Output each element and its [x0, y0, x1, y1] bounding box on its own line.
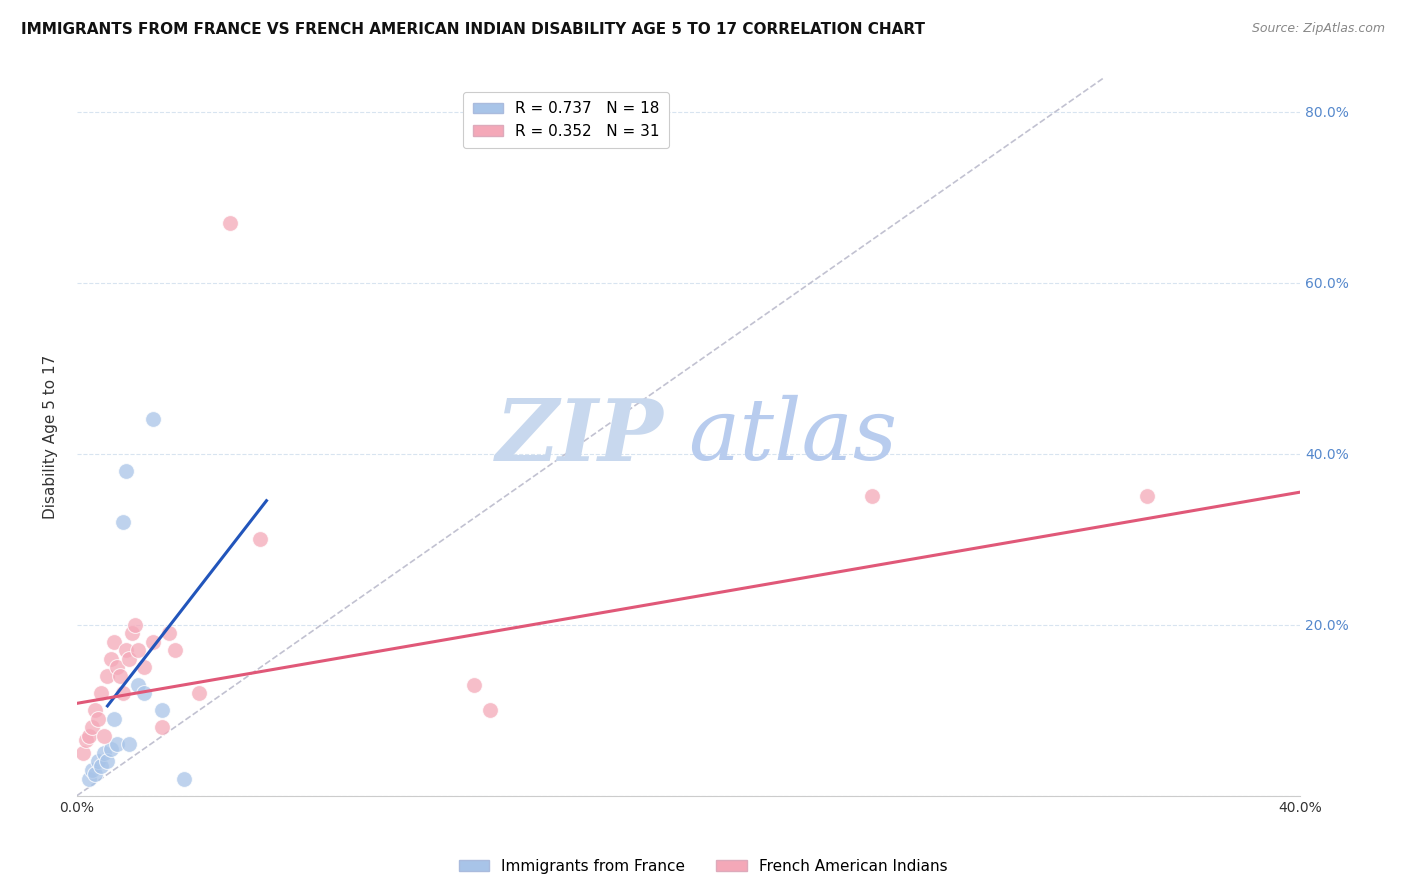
Point — [84, 703, 107, 717]
Point — [218, 216, 240, 230]
Point — [118, 738, 141, 752]
Text: atlas: atlas — [689, 395, 897, 478]
Point — [77, 729, 100, 743]
Point — [173, 772, 195, 786]
Point — [105, 738, 128, 752]
Text: ZIP: ZIP — [496, 395, 664, 478]
Point — [121, 626, 143, 640]
Point — [860, 490, 883, 504]
Point — [93, 729, 115, 743]
Point — [142, 412, 165, 426]
Legend: Immigrants from France, French American Indians: Immigrants from France, French American … — [453, 853, 953, 880]
Point — [142, 634, 165, 648]
Point — [249, 532, 271, 546]
Point — [96, 755, 118, 769]
Point — [152, 703, 174, 717]
Point — [114, 464, 136, 478]
Point — [77, 772, 100, 786]
Text: Source: ZipAtlas.com: Source: ZipAtlas.com — [1251, 22, 1385, 36]
Point — [478, 703, 501, 717]
Point — [127, 643, 149, 657]
Point — [87, 755, 110, 769]
Point — [188, 686, 211, 700]
Point — [1136, 490, 1159, 504]
Point — [96, 669, 118, 683]
Point — [108, 669, 131, 683]
Point — [134, 686, 156, 700]
Point — [111, 686, 134, 700]
Point — [105, 660, 128, 674]
Point — [134, 660, 156, 674]
Point — [87, 712, 110, 726]
Point — [100, 741, 122, 756]
Point — [84, 767, 107, 781]
Point — [93, 746, 115, 760]
Point — [114, 643, 136, 657]
Point — [100, 652, 122, 666]
Point — [152, 720, 174, 734]
Point — [75, 733, 97, 747]
Point — [127, 677, 149, 691]
Point — [124, 617, 146, 632]
Point — [118, 652, 141, 666]
Point — [103, 634, 125, 648]
Point — [72, 746, 94, 760]
Point — [82, 720, 104, 734]
Point — [90, 686, 112, 700]
Point — [463, 677, 485, 691]
Point — [103, 712, 125, 726]
Y-axis label: Disability Age 5 to 17: Disability Age 5 to 17 — [44, 354, 58, 518]
Legend: R = 0.737   N = 18, R = 0.352   N = 31: R = 0.737 N = 18, R = 0.352 N = 31 — [464, 92, 669, 148]
Point — [82, 763, 104, 777]
Point — [157, 626, 180, 640]
Text: IMMIGRANTS FROM FRANCE VS FRENCH AMERICAN INDIAN DISABILITY AGE 5 TO 17 CORRELAT: IMMIGRANTS FROM FRANCE VS FRENCH AMERICA… — [21, 22, 925, 37]
Point — [111, 515, 134, 529]
Point — [163, 643, 186, 657]
Point — [90, 758, 112, 772]
